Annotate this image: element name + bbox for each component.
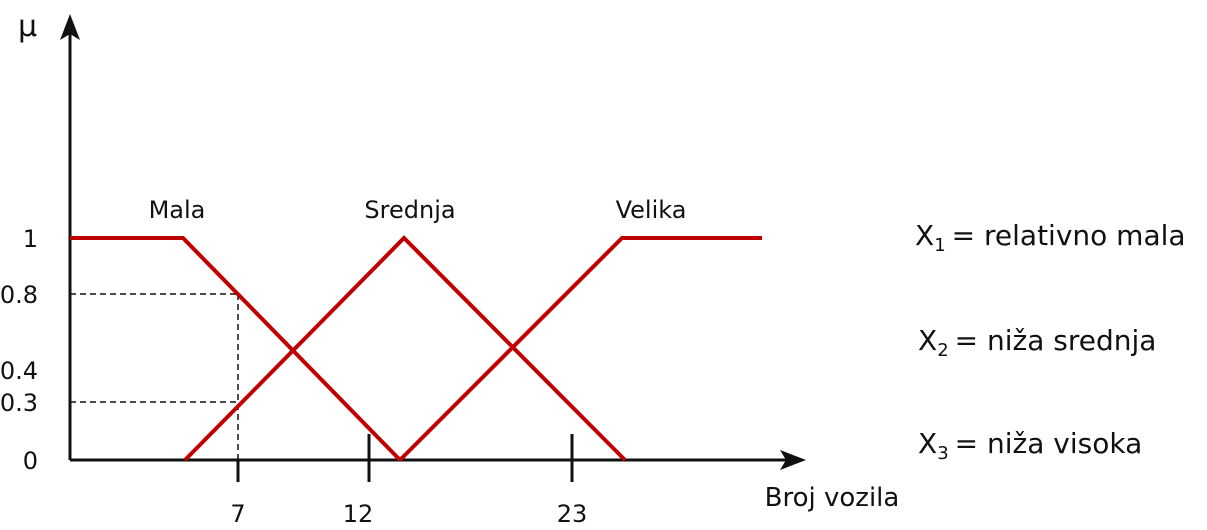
x-tick-label: 7 [230,500,245,526]
y-arrow [60,14,80,40]
y-tick-label: 0.3 [0,389,38,417]
legend-entry: X2 = niža srednja [918,324,1156,361]
x-axis-label: Broj vozila [765,483,900,513]
y-tick-label: 0.8 [0,281,38,309]
mf-srednja [183,235,627,462]
x-tick-label: 12 [343,500,374,526]
y-tick-label: 0 [23,447,38,475]
y-tick-label: 1 [23,225,38,253]
mf-velika [398,236,762,462]
legend-entry: X1 = relativno mala [915,219,1186,256]
legend-entry: X3 = niža visoka [918,427,1142,464]
y-axis-label: μ [18,9,37,44]
mf-mala [70,236,402,462]
set-label: Srednja [364,196,455,224]
set-label: Mala [149,196,206,224]
y-tick-label: 0.4 [0,357,38,385]
set-label: Velika [616,196,687,224]
x-tick-label: 23 [557,500,588,526]
x-arrow [780,450,806,470]
